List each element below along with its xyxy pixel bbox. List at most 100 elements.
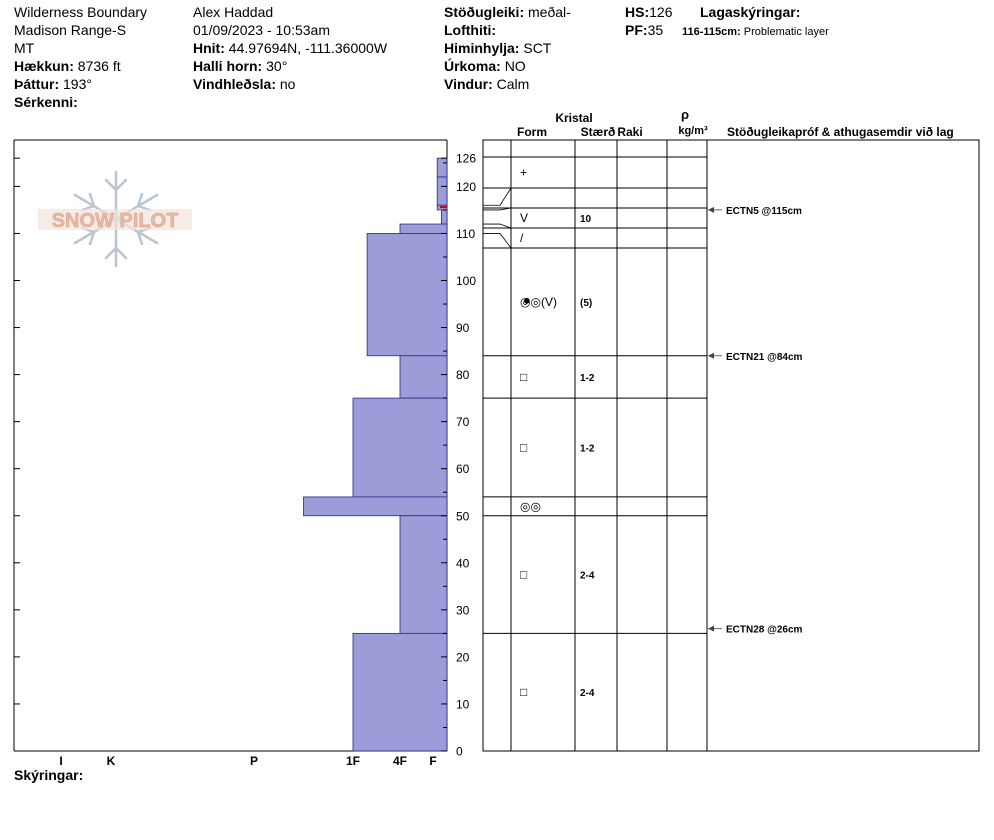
hardness-bar-6	[399, 355, 448, 399]
height-tick-label-0: 0	[456, 745, 463, 759]
row-connector-112	[483, 223, 512, 229]
hardness-bar-4	[399, 223, 448, 234]
slope: Halli horn: 30°	[193, 57, 287, 75]
crystal-form-6: □	[520, 370, 527, 384]
crystal-size-3: 10	[580, 214, 592, 225]
tests-header: Stöðugleikapróf & athugasemdir við lag	[727, 125, 954, 139]
location-line2: Madison Range-S	[14, 22, 127, 38]
crystal-form-10: □	[520, 685, 527, 699]
hardness-tick-I: I	[59, 754, 62, 768]
test-label-0: ECTN5 @115cm	[726, 206, 802, 217]
density-unit: kg/m³	[678, 125, 708, 137]
height-tick-label-126: 126	[456, 152, 476, 166]
sky-value: SCT	[523, 40, 552, 56]
hardness-bar-9	[399, 515, 448, 634]
height-tick-label-20: 20	[456, 650, 470, 664]
aspect-label: Þáttur:	[14, 76, 60, 92]
crystal-size-6: 1-2	[580, 373, 595, 384]
height-tick-label-70: 70	[456, 415, 470, 429]
hardness-layers	[303, 157, 448, 752]
crystal-rows: + V 10 / ◎◎(V) (5) □ 1-2 □ 1-2 ◎◎ □ 2-4 □ 2-4 ●	[483, 156, 707, 699]
elevation-label: Hækkun:	[14, 58, 74, 74]
height-tick-label-40: 40	[456, 556, 470, 570]
slope-label: Halli horn:	[193, 58, 263, 74]
crystal-mark-0: ●	[523, 292, 531, 307]
features-label: Sérkenni:	[14, 94, 78, 110]
stability-label: Stöðugleiki:	[444, 4, 525, 20]
air-temp: Lofthiti:	[444, 21, 496, 39]
logo-text: SNOW PILOT	[52, 210, 179, 232]
hardness-ticks: I K P 1F 4F F	[59, 754, 436, 768]
wind-loading-label: Vindhleðsla:	[193, 76, 276, 92]
height-tick-label-50: 50	[456, 509, 470, 523]
height-tick-label-110: 110	[456, 227, 475, 241]
hardness-bar-10	[352, 632, 448, 752]
location-line1: Wilderness Boundary	[14, 4, 148, 20]
sky-label: Himinhylja:	[444, 40, 520, 56]
observer: Alex Haddad	[193, 4, 274, 20]
hardness-bar-5	[366, 233, 448, 357]
pf-value: 35	[647, 22, 664, 38]
hs: HS:126	[625, 3, 672, 21]
air-temp-label: Lofthiti:	[444, 22, 497, 38]
state: MT	[14, 40, 35, 56]
notes-label: Skýringar:	[14, 767, 84, 783]
stability-value: meðal-	[528, 4, 571, 20]
row-connector-115	[483, 207, 512, 211]
height-tick-label-120: 120	[456, 180, 476, 194]
wind-loading: Vindhleðsla: no	[193, 75, 295, 93]
crystal-form-9: □	[520, 568, 527, 582]
layer-notes-label: Lagaskýringar:	[700, 3, 800, 21]
crystal-form-1: +	[520, 166, 527, 180]
crystal-size-10: 2-4	[580, 688, 595, 699]
wind: Vindur: Calm	[444, 75, 529, 93]
row-connector-116	[483, 187, 512, 206]
height-tick-label-60: 60	[456, 462, 470, 476]
row-connector-110	[483, 233, 512, 249]
coords-value: 44.97694N, -111.36000W	[228, 40, 388, 56]
test-label-1: ECTN21 @84cm	[726, 352, 803, 363]
layer-note-text: Problematic layer	[743, 26, 829, 38]
coords: Hnit: 44.97694N, -111.36000W	[193, 39, 387, 57]
precip: Úrkoma: NO	[444, 57, 526, 75]
precip-value: NO	[504, 58, 526, 74]
layer-note-range: 116-115cm:	[682, 26, 741, 38]
sky: Himinhylja: SCT	[444, 39, 551, 57]
precip-label: Úrkoma:	[444, 58, 501, 74]
aspect: Þáttur: 193°	[14, 75, 92, 93]
crystal-size-9: 2-4	[580, 571, 595, 582]
pf: PF:35	[625, 21, 663, 39]
layer-note: 116-115cm: Problematic layer	[682, 23, 829, 41]
height-tick-label-100: 100	[456, 274, 476, 288]
logo-band	[38, 209, 192, 230]
moisture-header: Raki	[617, 125, 642, 139]
hardness-bar-1	[436, 176, 448, 206]
test-arrow-head-0	[708, 206, 714, 213]
hardness-tick-F: F	[429, 754, 436, 768]
crystal-form-5: ◎◎(V)	[520, 295, 557, 309]
elevation: Hækkun: 8736 ft	[14, 57, 121, 75]
crystal-form-3: V	[520, 211, 528, 225]
height-tick-label-80: 80	[456, 368, 470, 382]
form-header: Form	[517, 125, 547, 139]
hs-label: HS:	[625, 4, 650, 20]
layer-notes-title: Lagaskýringar:	[700, 4, 801, 20]
crystal-form-8: ◎◎	[520, 499, 541, 513]
pf-label: PF:	[625, 22, 648, 38]
coords-label: Hnit:	[193, 40, 225, 56]
size-header: Stærð	[581, 125, 616, 139]
wind-loading-value: no	[279, 76, 296, 92]
slope-value: 30°	[266, 58, 288, 74]
height-tick-label-30: 30	[456, 603, 470, 617]
hardness-tick-1F: 1F	[346, 754, 360, 768]
hs-value: 126	[649, 4, 673, 20]
wind-value: Calm	[496, 76, 530, 92]
notes: Skýringar:	[14, 766, 83, 784]
height-ticks: 0 10 20 30 40 50 60 70 80 90 100 110 120 126	[14, 152, 476, 759]
test-arrow-head-1	[708, 352, 714, 359]
stability: Stöðugleiki: meðal-	[444, 3, 571, 21]
height-tick-label-90: 90	[456, 321, 470, 335]
features: Sérkenni:	[14, 93, 78, 111]
elevation-value: 8736 ft	[77, 58, 121, 74]
